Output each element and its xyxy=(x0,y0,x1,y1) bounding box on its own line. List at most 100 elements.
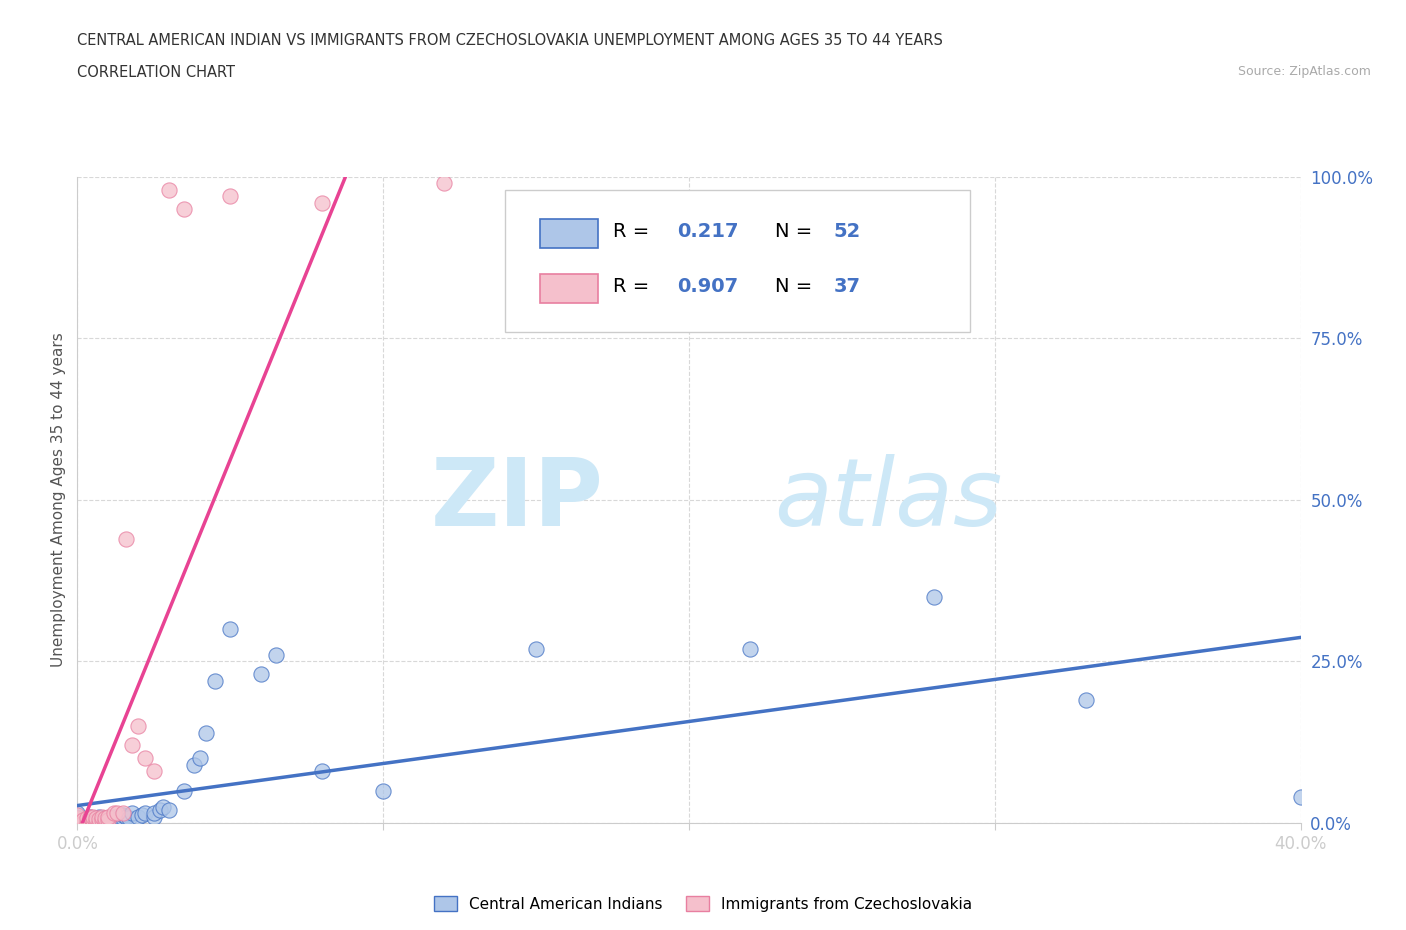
Point xyxy=(371,783,394,798)
Point xyxy=(142,806,165,821)
Point xyxy=(72,813,94,828)
Point xyxy=(142,809,165,824)
Text: ZIP: ZIP xyxy=(430,454,603,546)
Point xyxy=(157,182,180,197)
Point xyxy=(79,809,101,824)
Point xyxy=(264,647,287,662)
Text: N =: N = xyxy=(775,222,818,241)
Point xyxy=(84,810,107,825)
Point xyxy=(121,806,143,821)
Point xyxy=(1076,693,1098,708)
Point xyxy=(97,809,120,824)
Point xyxy=(66,809,89,824)
Text: 52: 52 xyxy=(834,222,860,241)
Point xyxy=(115,809,138,824)
Point xyxy=(118,810,141,825)
Point xyxy=(105,813,128,828)
Point xyxy=(134,806,156,821)
Point xyxy=(90,813,112,828)
Point xyxy=(82,809,104,824)
Point xyxy=(311,764,333,778)
Text: CORRELATION CHART: CORRELATION CHART xyxy=(77,65,235,80)
Point xyxy=(66,813,89,828)
Point xyxy=(250,667,273,682)
Point xyxy=(82,813,104,828)
Point xyxy=(922,590,945,604)
Point xyxy=(103,809,125,824)
Point xyxy=(112,808,135,823)
Bar xyxy=(540,219,599,247)
Point xyxy=(204,673,226,688)
Point xyxy=(152,800,174,815)
Point xyxy=(112,806,135,821)
Point xyxy=(76,816,98,830)
Text: N =: N = xyxy=(775,277,818,296)
Point xyxy=(188,751,211,766)
Point xyxy=(219,189,242,204)
Point xyxy=(524,641,547,656)
Point xyxy=(82,816,104,830)
Text: 0.907: 0.907 xyxy=(676,277,738,296)
Point xyxy=(433,176,456,191)
Point xyxy=(94,814,117,829)
Point xyxy=(82,813,104,828)
Point xyxy=(72,816,94,830)
Point xyxy=(127,809,149,824)
Point xyxy=(66,808,89,823)
Point xyxy=(740,641,762,656)
Text: atlas: atlas xyxy=(775,455,1002,545)
Point xyxy=(66,813,89,828)
Text: R =: R = xyxy=(613,222,655,241)
Point xyxy=(87,809,110,824)
Point xyxy=(105,806,128,821)
Point xyxy=(97,813,120,828)
Legend: Central American Indians, Immigrants from Czechoslovakia: Central American Indians, Immigrants fro… xyxy=(427,889,979,918)
Point xyxy=(84,816,107,830)
Y-axis label: Unemployment Among Ages 35 to 44 years: Unemployment Among Ages 35 to 44 years xyxy=(51,333,66,667)
Point xyxy=(66,806,89,821)
Point xyxy=(94,810,117,825)
Point xyxy=(103,806,125,821)
Text: Source: ZipAtlas.com: Source: ZipAtlas.com xyxy=(1237,65,1371,78)
Point xyxy=(66,816,89,830)
Point xyxy=(219,622,242,637)
Point xyxy=(112,810,135,825)
Point xyxy=(90,813,112,828)
Point xyxy=(84,814,107,829)
Point xyxy=(66,816,89,830)
Point xyxy=(87,812,110,827)
Bar xyxy=(540,273,599,303)
Point xyxy=(311,195,333,210)
Point xyxy=(66,816,89,830)
Point xyxy=(94,813,117,828)
Point xyxy=(149,803,172,817)
Point xyxy=(115,531,138,546)
Point xyxy=(66,814,89,829)
Point xyxy=(82,816,104,830)
Point xyxy=(194,725,217,740)
Text: 0.217: 0.217 xyxy=(676,222,738,241)
Point xyxy=(131,808,153,823)
Point xyxy=(90,816,112,830)
Point xyxy=(79,814,101,829)
Point xyxy=(76,813,98,828)
Point xyxy=(157,803,180,817)
FancyBboxPatch shape xyxy=(506,190,970,332)
Point xyxy=(183,757,205,772)
Point xyxy=(87,816,110,830)
Text: CENTRAL AMERICAN INDIAN VS IMMIGRANTS FROM CZECHOSLOVAKIA UNEMPLOYMENT AMONG AGE: CENTRAL AMERICAN INDIAN VS IMMIGRANTS FR… xyxy=(77,33,943,47)
Text: R =: R = xyxy=(613,277,655,296)
Point xyxy=(94,810,117,825)
Point xyxy=(173,202,195,217)
Point xyxy=(103,813,125,828)
Point xyxy=(142,764,165,778)
Point xyxy=(97,813,120,828)
Point xyxy=(121,738,143,753)
Point xyxy=(1289,790,1312,804)
Point xyxy=(79,809,101,824)
Point xyxy=(82,810,104,825)
Text: 37: 37 xyxy=(834,277,860,296)
Point xyxy=(97,816,120,830)
Point xyxy=(76,816,98,830)
Point xyxy=(66,810,89,825)
